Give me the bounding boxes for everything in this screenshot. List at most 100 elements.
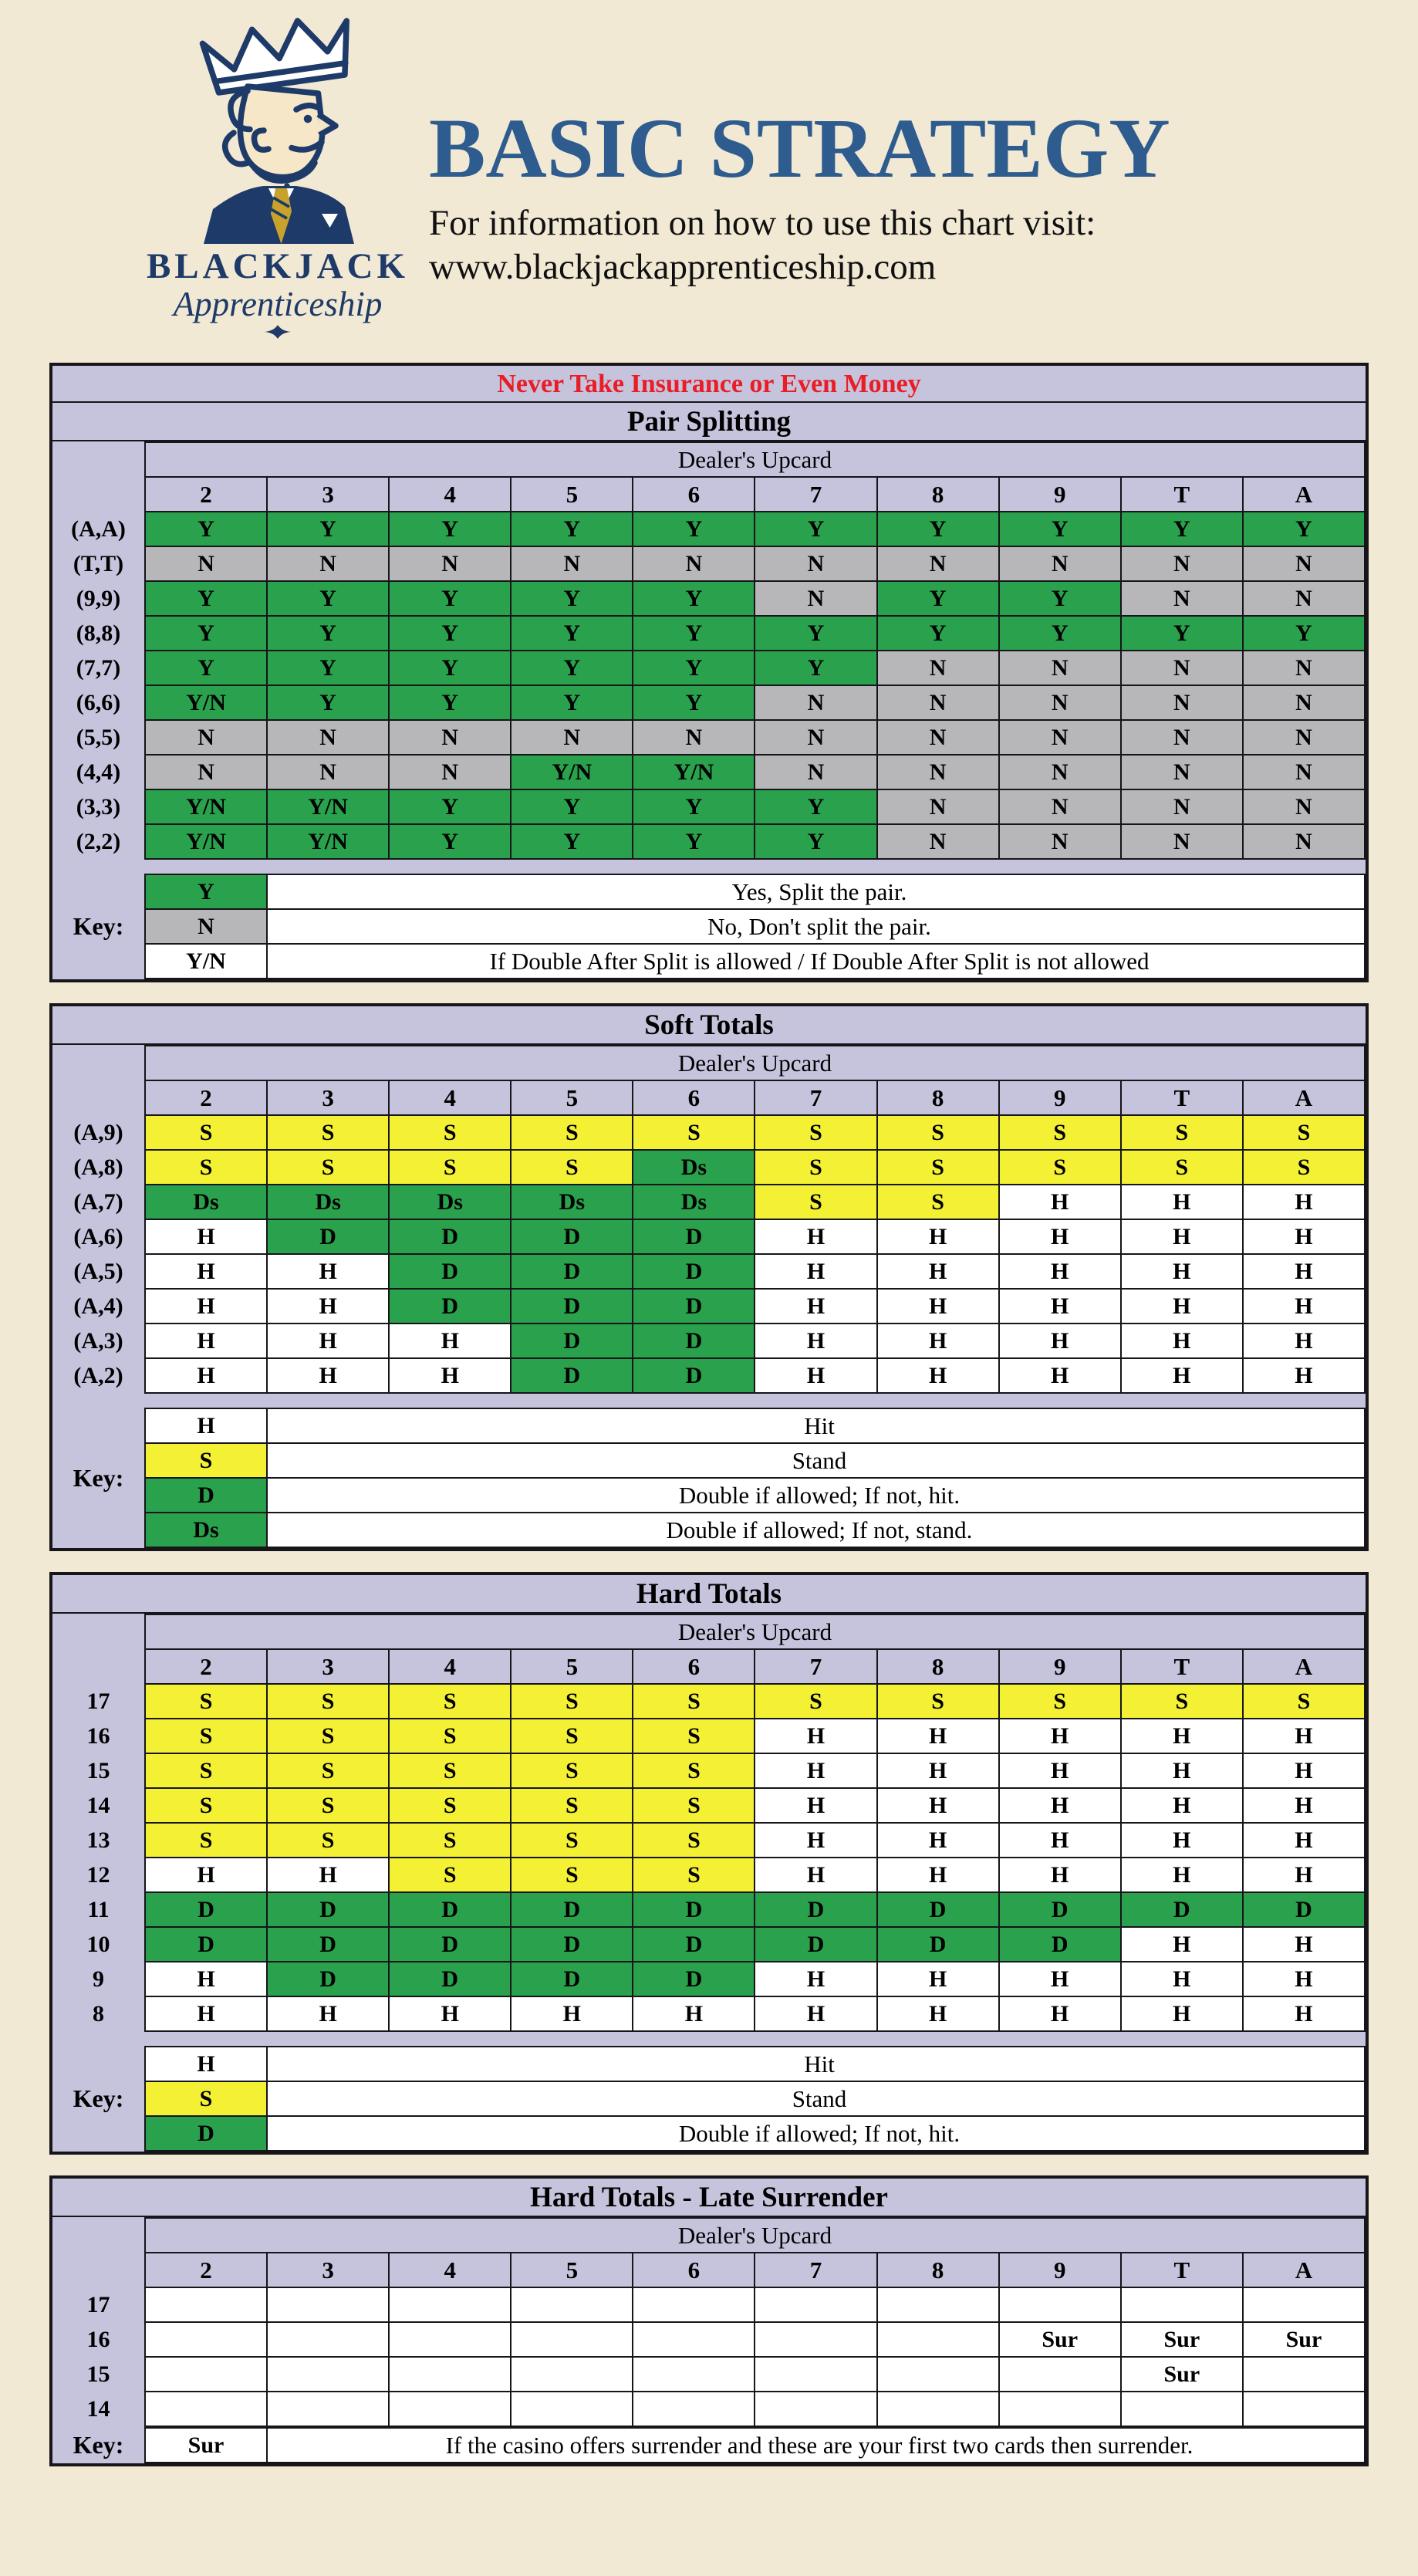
key-description: Double if allowed; If not, hit. [266,2115,1366,2152]
soft-totals-title: Soft Totals [52,1006,1366,1045]
table-row: (A,A) Y Y Y Y Y Y Y Y Y Y [52,511,1366,547]
strategy-cell: Y [632,511,756,547]
table-row: (A,2) H H H D D H H H H H [52,1357,1366,1394]
strategy-cell: H [143,1253,268,1290]
strategy-cell: H [754,1996,878,2032]
spacer-cell [52,2218,145,2253]
column-header-A: A [1241,1648,1366,1685]
strategy-cell: N [998,754,1122,790]
strategy-cell: D [754,1926,878,1962]
strategy-cell: S [632,1753,756,1789]
strategy-cell [632,2287,756,2323]
strategy-cell: Y [1241,615,1366,651]
strategy-cell: D [632,1219,756,1255]
row-label: 17 [86,1688,110,1714]
strategy-cell: D [510,1357,634,1394]
table-row: 10 D D D D D D D D H H [52,1926,1366,1962]
strategy-cell: H [998,1184,1122,1220]
strategy-cell: N [1119,685,1244,721]
table-row: (2,2) Y/N Y/N Y Y Y Y N N N N [52,823,1366,860]
key-description: Stand [266,1442,1366,1479]
strategy-cell: H [388,1357,512,1394]
key-description: Double if allowed; If not, stand. [266,1512,1366,1548]
column-header-4: 4 [388,1080,512,1116]
strategy-cell [754,2356,878,2392]
strategy-cell: D [510,1926,634,1962]
strategy-cell: Y [632,789,756,825]
column-header-3: 3 [266,2252,390,2288]
strategy-cell: N [998,719,1122,756]
strategy-cell: D [998,1926,1122,1962]
strategy-cell: S [1119,1683,1244,1719]
strategy-cell: S [510,1718,634,1754]
strategy-cell: H [1119,1996,1244,2032]
strategy-cell: Y/N [266,823,390,860]
table-row: (8,8) Y Y Y Y Y Y Y Y Y Y [52,615,1366,651]
strategy-cell: N [1241,546,1366,582]
key-description: Hit [266,1408,1366,1444]
strategy-cell: S [1119,1149,1244,1185]
dealers-upcard-label: Dealer's Upcard [144,2217,1366,2253]
strategy-cell: N [1241,650,1366,686]
strategy-cell: H [1241,1718,1366,1754]
strategy-cell: H [754,1253,878,1290]
strategy-cell: D [876,1926,1000,1962]
strategy-cell: S [388,1149,512,1185]
strategy-cell: H [143,1961,268,1997]
subtitle: For information on how to use this chart… [429,201,1170,290]
column-header-7: 7 [754,2252,878,2288]
strategy-cell: H [876,1219,1000,1255]
strategy-cell: Sur [1119,2356,1244,2392]
key-description: Stand [266,2081,1366,2117]
strategy-cell: Y [876,511,1000,547]
key-row: S Stand [52,2081,1366,2117]
strategy-cell: Y/N [266,789,390,825]
strategy-cell: S [998,1683,1122,1719]
strategy-cell: D [754,1891,878,1928]
table-row: 14 S S S S S H H H H H [52,1787,1366,1824]
column-header-5: 5 [510,2252,634,2288]
strategy-cell: H [876,1253,1000,1290]
column-header-T: T [1119,1080,1244,1116]
row-label: (7,7) [76,654,121,681]
strategy-cell: Ds [510,1184,634,1220]
strategy-cell: S [143,1114,268,1151]
strategy-cell: S [143,1787,268,1824]
spacer-cell [52,1080,145,1115]
key-description: Double if allowed; If not, hit. [266,1477,1366,1513]
strategy-cell: H [876,1822,1000,1858]
strategy-cell [1241,2287,1366,2323]
strategy-cell: Y [632,615,756,651]
column-header-9: 9 [998,476,1122,512]
strategy-cell: D [510,1219,634,1255]
table-row: 17 S S S S S S S S S S [52,1683,1366,1719]
strategy-cell: N [876,546,1000,582]
column-header-6: 6 [632,1080,756,1116]
strategy-cell [876,2321,1000,2358]
strategy-cell: H [998,1822,1122,1858]
strategy-cell [754,2287,878,2323]
strategy-cell: N [998,789,1122,825]
column-header-7: 7 [754,1648,878,1685]
strategy-cell: Ds [266,1184,390,1220]
strategy-cell: Y [754,615,878,651]
row-label: 8 [93,2000,104,2027]
strategy-cell: S [143,1753,268,1789]
strategy-cell: Y/N [510,754,634,790]
strategy-cell [510,2321,634,2358]
column-header-4: 4 [388,476,512,512]
column-header-8: 8 [876,1648,1000,1685]
strategy-cell: Sur [1119,2321,1244,2358]
table-row: 15 Sur [52,2356,1366,2392]
column-header-6: 6 [632,476,756,512]
strategy-cell: H [1119,1787,1244,1824]
strategy-cell: D [632,1961,756,1997]
strategy-cell: Y [754,823,878,860]
key-label: Key: [73,2084,124,2112]
table-row: (T,T) N N N N N N N N N N [52,546,1366,582]
strategy-cell: S [266,1753,390,1789]
spacer-cell [52,477,145,512]
strategy-cell: H [754,1288,878,1324]
strategy-cell: Y [388,789,512,825]
key-description: If the casino offers surrender and these… [266,2427,1366,2463]
